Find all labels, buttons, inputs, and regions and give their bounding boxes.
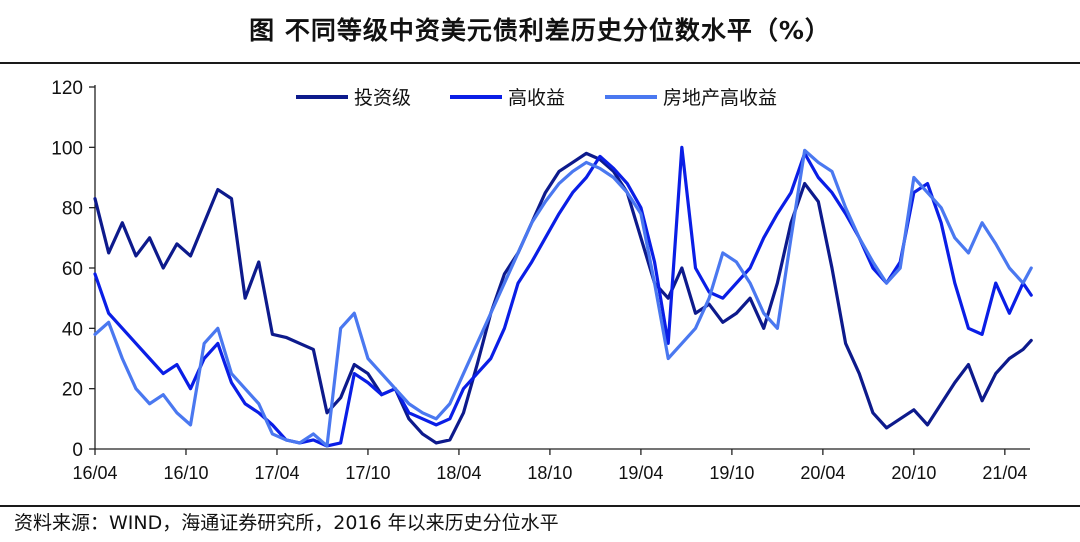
source-note: 资料来源：WIND，海通证券研究所，2016 年以来历史分位水平 (14, 512, 559, 534)
legend-label-2: 高收益 (508, 87, 565, 109)
y-tick-label: 60 (62, 259, 83, 280)
series-line-2 (93, 145, 1033, 448)
y-tick-label: 40 (62, 319, 83, 340)
x-tick-label: 20/04 (800, 463, 845, 483)
chart-svg: 0 20 40 60 80 100 120 16/04 16/10 17/04 17/10 18/04… (51, 78, 1033, 483)
x-tick-label: 19/10 (709, 463, 754, 483)
x-tick-label: 20/10 (891, 463, 936, 483)
x-tick-label: 17/04 (254, 463, 299, 483)
legend-label-1: 投资级 (354, 87, 411, 109)
y-tick-label: 100 (51, 138, 83, 159)
x-tick-label: 16/10 (163, 463, 208, 483)
x-tick-label: 21/04 (982, 463, 1027, 483)
chart-title: 图 不同等级中资美元债利差历史分位数水平（%） (249, 16, 831, 45)
legend-label-3: 房地产高收益 (663, 87, 777, 109)
y-tick-label: 80 (62, 199, 83, 220)
series-line-1 (93, 151, 1033, 445)
y-tick-label: 0 (72, 440, 83, 461)
x-tick-label: 18/04 (436, 463, 481, 483)
y-tick-label: 20 (62, 380, 83, 401)
x-tick-label: 17/10 (345, 463, 390, 483)
source-rule (0, 505, 1080, 507)
x-tick-label: 19/04 (618, 463, 663, 483)
series-line-3 (93, 148, 1033, 448)
title-rule (0, 62, 1080, 64)
y-tick-label: 120 (51, 78, 83, 99)
x-tick-label: 16/04 (72, 463, 117, 483)
x-tick-label: 18/10 (527, 463, 572, 483)
